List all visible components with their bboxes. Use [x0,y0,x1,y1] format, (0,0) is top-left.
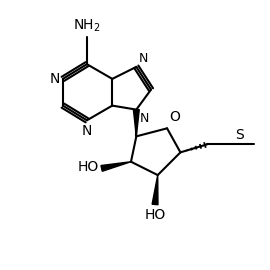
Text: N: N [139,52,148,65]
Text: HO: HO [78,160,99,174]
Text: NH$_2$: NH$_2$ [73,18,101,34]
Polygon shape [133,110,139,136]
Text: N: N [82,123,92,137]
Text: HO: HO [144,208,166,222]
Text: S: S [235,128,244,142]
Polygon shape [152,175,158,205]
Text: N: N [140,112,149,125]
Polygon shape [101,162,131,171]
Text: N: N [49,72,60,86]
Text: O: O [169,110,180,124]
